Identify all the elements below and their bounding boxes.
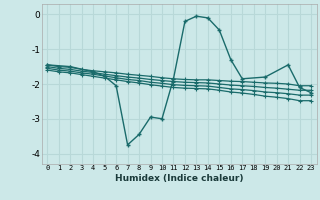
X-axis label: Humidex (Indice chaleur): Humidex (Indice chaleur) — [115, 174, 244, 183]
